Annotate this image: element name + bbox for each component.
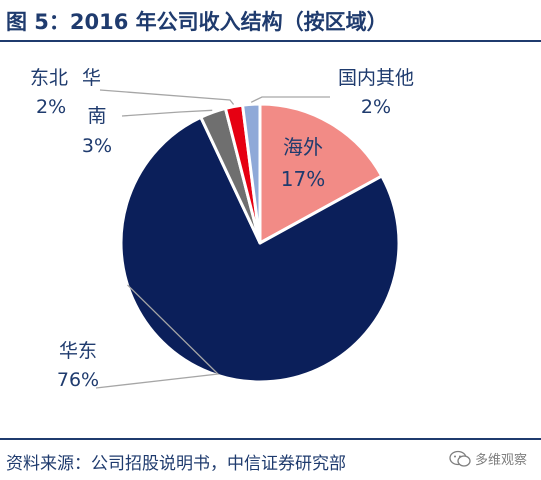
- label-huadong-name: 华东: [59, 340, 97, 362]
- label-huadong-value: 76%: [57, 369, 99, 391]
- watermark-text: 多维观察: [474, 453, 527, 468]
- source-note: 资料来源：公司招股说明书，中信证券研究部: [6, 454, 346, 474]
- leader-line-nan: [121, 109, 213, 117]
- label-hua-value: 2%: [36, 96, 66, 118]
- leader-line-guoneiqita: [250, 96, 330, 103]
- leader-line-hua: [99, 89, 235, 105]
- chart-title: 图 5：2016 年公司收入结构（按区域）: [6, 10, 388, 34]
- label-hua-name: 华: [82, 67, 101, 89]
- pie-slice-4: [241, 102, 262, 245]
- pie-chart: 海外 17% 国内其他 2% 东北 华 2% 南 3% 华东 76%: [30, 67, 414, 391]
- slice-label-haiwai-value: 17%: [281, 167, 325, 191]
- label-nan-name: 南: [87, 105, 106, 127]
- pie-slices: [119, 102, 401, 384]
- pie-slice-1: [119, 115, 401, 384]
- watermark: 多维观察: [449, 449, 527, 468]
- title-rule: [0, 40, 541, 42]
- leader-line-huadong: [95, 284, 220, 389]
- leader-lines: [95, 89, 330, 389]
- slice-label-haiwai-name: 海外: [283, 135, 323, 159]
- label-nan-value: 3%: [82, 135, 112, 157]
- label-guoneiqita-name: 国内其他: [338, 67, 414, 89]
- pie-slice-0: [258, 102, 384, 245]
- label-dongbei-name: 东北: [30, 67, 68, 89]
- label-guoneiqita-value: 2%: [361, 96, 391, 118]
- footer-rule: [0, 438, 541, 440]
- wechat-icon: [449, 450, 471, 467]
